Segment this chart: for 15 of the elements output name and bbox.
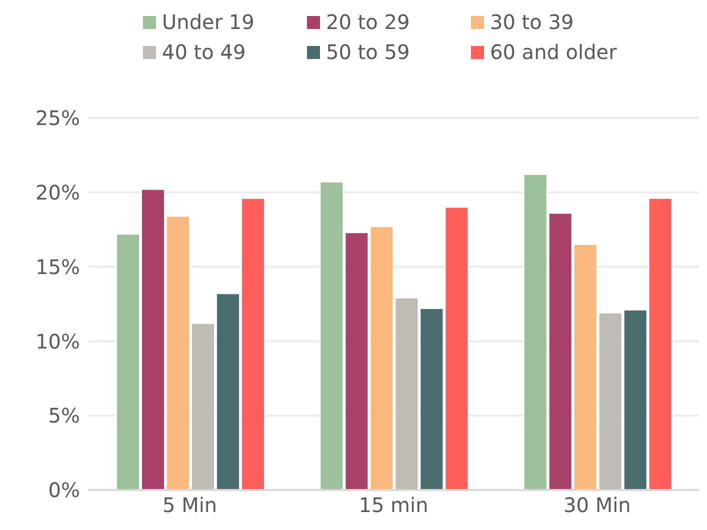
x-tick-label: 15 min bbox=[358, 493, 428, 518]
legend-label: 50 to 59 bbox=[326, 40, 410, 64]
y-tick-label: 10% bbox=[36, 329, 80, 354]
legend-label: Under 19 bbox=[162, 10, 254, 34]
x-tick-label: 30 Min bbox=[564, 493, 631, 518]
x-tick-label: 5 Min bbox=[162, 493, 218, 518]
legend-label: 30 to 39 bbox=[490, 10, 574, 34]
y-tick-label: 5% bbox=[48, 404, 80, 428]
y-tick-label: 25% bbox=[36, 106, 80, 130]
y-tick-label: 15% bbox=[36, 254, 80, 279]
legend-label: 60 and older bbox=[490, 40, 617, 64]
y-tick-label: 20% bbox=[36, 180, 80, 204]
legend-label: 20 to 29 bbox=[326, 10, 410, 34]
y-tick-label: 0% bbox=[48, 478, 80, 502]
legend-label: 40 to 49 bbox=[162, 40, 246, 64]
